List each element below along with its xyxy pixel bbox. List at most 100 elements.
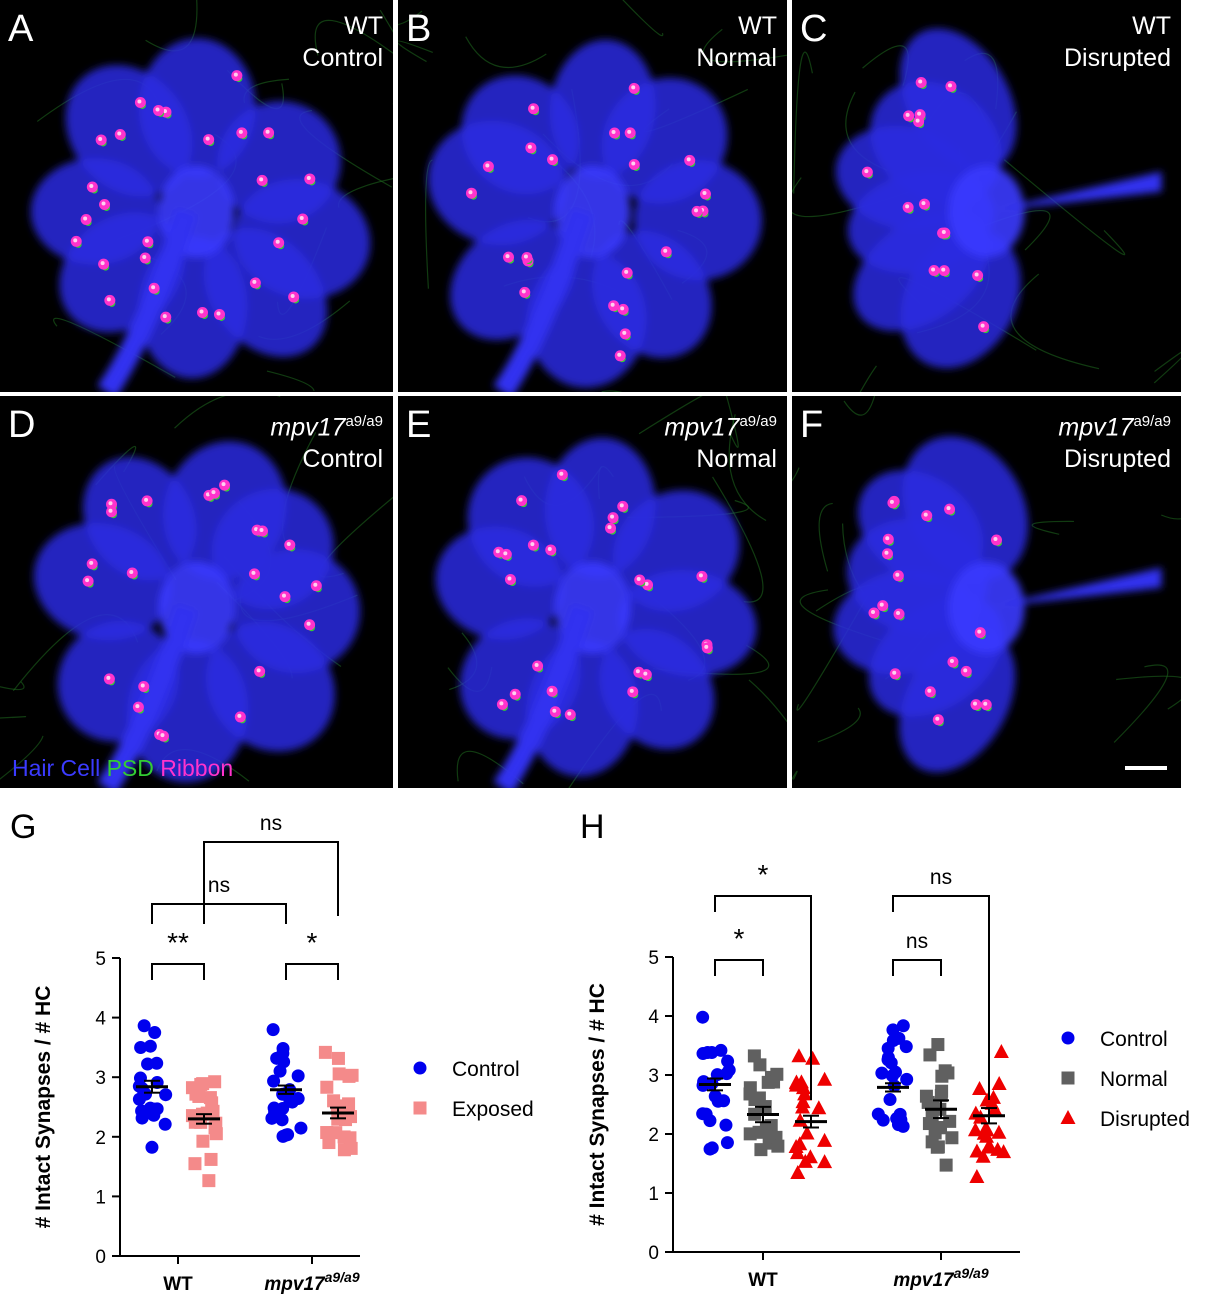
y-tick-label: 3 <box>648 1066 659 1087</box>
data-point <box>790 1164 806 1179</box>
data-point <box>135 1104 149 1118</box>
fiber <box>622 0 664 37</box>
data-point <box>883 1093 897 1107</box>
significance-label: * <box>734 923 745 954</box>
fiber <box>725 396 739 448</box>
data-point <box>196 1134 210 1148</box>
ribbon-highlight <box>879 602 884 607</box>
ribbon-highlight <box>918 79 923 84</box>
ribbon-highlight <box>617 352 622 357</box>
data-point <box>192 1089 206 1103</box>
data-point <box>896 1019 910 1033</box>
fiber <box>0 716 26 719</box>
ribbon-highlight <box>889 499 894 504</box>
y-tick-label: 1 <box>648 1184 659 1205</box>
hair-cell-cluster <box>427 39 762 392</box>
panel-condition-label: WT Control <box>302 10 383 74</box>
data-point <box>265 1111 279 1125</box>
data-point <box>345 1068 359 1082</box>
data-point <box>941 1066 955 1080</box>
ribbon-highlight <box>142 254 147 259</box>
condition-label: Normal <box>696 44 777 72</box>
ribbon-highlight <box>216 311 221 316</box>
ribbon-highlight <box>160 733 165 738</box>
ribbon-highlight <box>507 576 512 581</box>
ribbon-highlight <box>313 582 318 587</box>
significance-bracket <box>151 963 205 980</box>
data-point <box>923 1048 937 1062</box>
ribbon-highlight <box>117 131 122 136</box>
data-point <box>945 1131 959 1145</box>
micrograph-b <box>398 0 787 392</box>
ribbon-highlight <box>140 683 145 688</box>
data-point <box>322 1136 336 1150</box>
ribbon-highlight <box>949 659 954 664</box>
condition-label: Disrupted <box>1064 44 1171 72</box>
data-point <box>993 1043 1009 1058</box>
scale-bar <box>1125 766 1167 770</box>
ribbon-highlight <box>144 497 149 502</box>
ribbon-highlight <box>993 536 998 541</box>
ribbon-highlight <box>549 156 554 161</box>
legend-marker <box>413 1101 427 1115</box>
fiber <box>266 370 315 392</box>
data-point <box>991 1076 1007 1091</box>
fiber <box>425 159 433 289</box>
ribbon-highlight <box>935 716 940 721</box>
genotype-label: mpv17a9/a9 <box>664 413 777 442</box>
ribbon-highlight <box>567 711 572 716</box>
ribbon-highlight <box>622 330 627 335</box>
ribbon-highlight <box>941 267 946 272</box>
ribbon-highlight <box>631 85 636 90</box>
ribbon-highlight <box>892 670 897 675</box>
genotype-label: mpv17a9/a9 <box>270 413 383 442</box>
data-point <box>931 1038 945 1052</box>
significance-label: ns <box>260 812 282 835</box>
fiber <box>792 770 798 781</box>
data-point <box>939 1158 953 1172</box>
y-tick-label: 0 <box>648 1243 659 1264</box>
panel-letter: H <box>580 808 605 846</box>
ribbon-highlight <box>972 701 977 706</box>
fiber <box>843 396 876 416</box>
data-point <box>919 1089 933 1103</box>
data-point <box>276 1041 290 1055</box>
fiber <box>398 10 423 26</box>
ribbon-highlight <box>635 669 640 674</box>
ribbon-highlight <box>704 644 709 649</box>
y-tick-label: 5 <box>95 949 106 970</box>
fiber <box>817 707 861 743</box>
genotype-label: mpv17a9/a9 <box>1058 413 1171 442</box>
ribbon-highlight <box>512 691 517 696</box>
fiber <box>0 735 44 780</box>
ribbon-highlight <box>151 285 156 290</box>
hair-cell-cluster <box>30 38 371 392</box>
data-point <box>294 1121 308 1135</box>
fiber <box>601 390 623 392</box>
chart-g: G 0 1 2 3 4 5 # Intact Synapses / # HC WT mpv17a9… <box>10 808 534 1295</box>
data-point <box>793 1074 809 1089</box>
ribbon-highlight <box>946 506 951 511</box>
ribbon-highlight <box>162 314 167 319</box>
condition-label: Normal <box>696 445 777 474</box>
y-tick-label: 2 <box>95 1128 106 1149</box>
ribbon-highlight <box>619 503 624 508</box>
ribbon-highlight <box>905 204 910 209</box>
data-point <box>928 1126 942 1140</box>
data-point <box>276 1101 290 1115</box>
data-point <box>930 1140 944 1154</box>
hair-cell-label: Hair Cell <box>12 755 101 781</box>
ribbon-highlight <box>237 713 242 718</box>
hair-cell <box>217 101 341 224</box>
ribbon-highlight <box>85 578 90 583</box>
ribbon-highlight <box>233 72 238 77</box>
genotype-label: WT <box>344 12 383 40</box>
ribbon-highlight <box>896 611 901 616</box>
significance-label: ** <box>167 927 189 958</box>
ribbon-highlight <box>611 130 616 135</box>
data-point <box>875 1066 889 1080</box>
ribbon-highlight <box>83 216 88 221</box>
data-point <box>996 1144 1012 1159</box>
ribbon-highlight <box>135 704 140 709</box>
data-point <box>876 1113 890 1127</box>
